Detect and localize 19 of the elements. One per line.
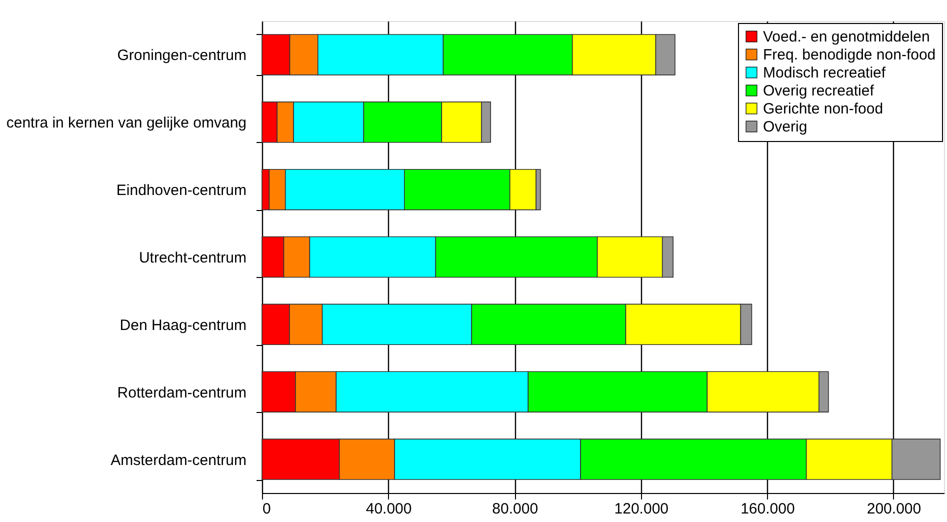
- legend-label: Overig recreatief: [763, 82, 875, 100]
- y-tick-label: Eindhoven-centrum: [116, 182, 246, 200]
- legend-label: Overig: [763, 118, 808, 136]
- y-tick-label: centra in kernen van gelijke omvang: [6, 114, 246, 132]
- y-tick-label: Utrecht-centrum: [138, 250, 246, 266]
- legend-label: Modisch recreatief: [763, 64, 886, 82]
- legend-label: Gerichte non-food: [763, 100, 884, 118]
- x-tick-label: 200.000: [866, 500, 922, 518]
- y-tick-label: Den Haag-centrum: [120, 316, 246, 334]
- y-tick-label: Groningen-centrum: [117, 47, 246, 64]
- x-tick-label: 120.000: [614, 500, 669, 518]
- legend-label: Freq. benodigde non-food: [763, 46, 936, 64]
- x-tick-label: 40.000: [366, 500, 412, 518]
- legend-label: Voed.- en genotmiddelen: [763, 28, 930, 46]
- x-tick-label: 80.000: [492, 500, 538, 518]
- x-tick-label: 0: [262, 500, 271, 518]
- x-tick-label: 160.000: [740, 500, 795, 518]
- y-tick-label: Rotterdam-centrum: [117, 384, 246, 402]
- y-tick-label: Amsterdam-centrum: [110, 452, 246, 469]
